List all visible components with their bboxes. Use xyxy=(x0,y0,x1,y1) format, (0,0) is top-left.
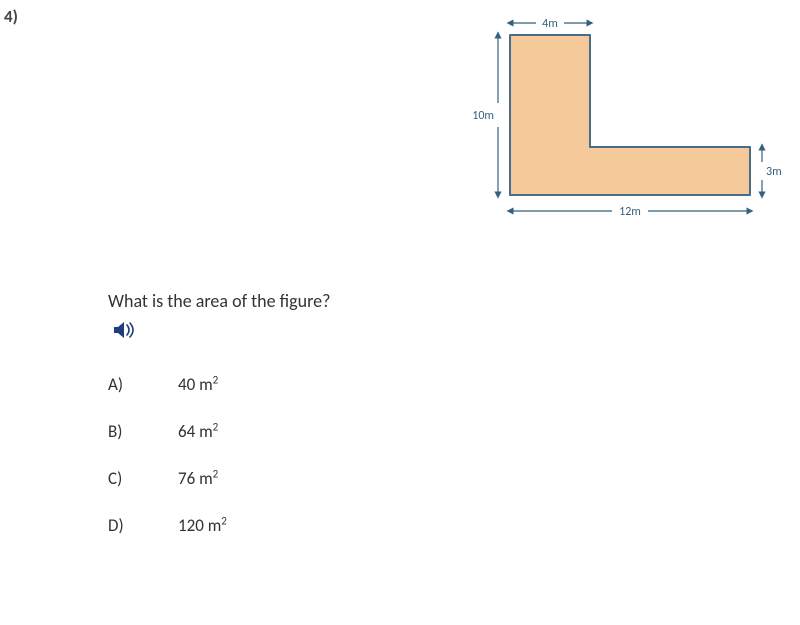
question-number: 4) xyxy=(4,6,18,27)
option-letter: C) xyxy=(108,468,178,489)
figure-diagram: 4m 10m 12m 3m xyxy=(470,10,790,240)
audio-icon[interactable] xyxy=(110,318,140,342)
options-list: A) 40 m2 B) 64 m2 C) 76 m2 D) 1 xyxy=(108,374,468,536)
option-letter: D) xyxy=(108,515,178,536)
option-b[interactable]: B) 64 m2 xyxy=(108,421,468,442)
option-value: 120 m2 xyxy=(178,515,227,536)
option-value: 64 m2 xyxy=(178,421,218,442)
option-letter: A) xyxy=(108,374,178,395)
option-value: 76 m2 xyxy=(178,468,218,489)
svg-text:10m: 10m xyxy=(472,109,494,123)
svg-text:12m: 12m xyxy=(619,205,641,219)
option-value: 40 m2 xyxy=(178,374,218,395)
option-letter: B) xyxy=(108,421,178,442)
svg-text:3m: 3m xyxy=(766,165,782,179)
option-d[interactable]: D) 120 m2 xyxy=(108,515,468,536)
option-c[interactable]: C) 76 m2 xyxy=(108,468,468,489)
option-a[interactable]: A) 40 m2 xyxy=(108,374,468,395)
svg-text:4m: 4m xyxy=(542,17,558,31)
question-text: What is the area of the figure? xyxy=(108,290,468,312)
